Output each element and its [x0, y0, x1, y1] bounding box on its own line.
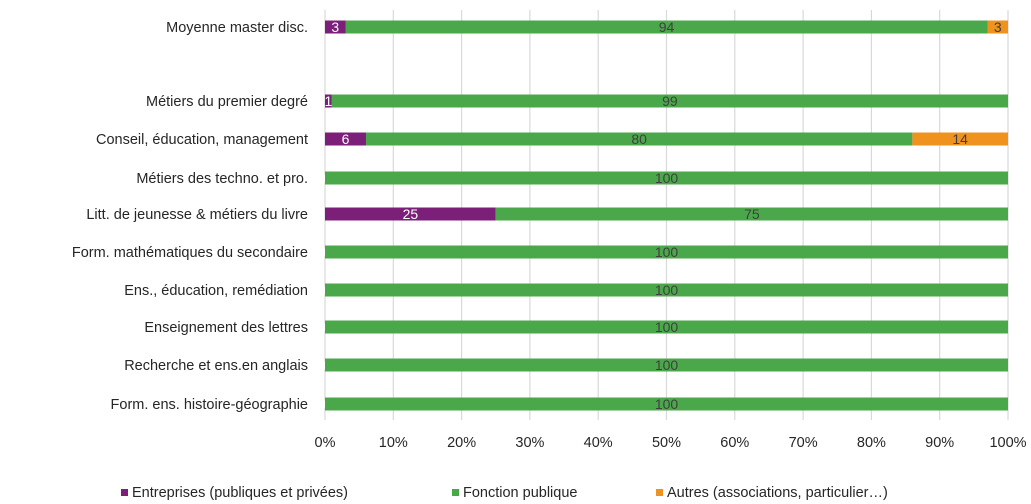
data-label: 94: [659, 19, 675, 35]
data-label: 100: [655, 170, 679, 186]
data-label: 25: [403, 206, 419, 222]
data-label: 100: [655, 357, 679, 373]
category-label: Form. ens. histoire-géographie: [111, 397, 308, 413]
data-label: 100: [655, 396, 679, 412]
x-tick-label: 50%: [652, 435, 681, 451]
data-label: 100: [655, 282, 679, 298]
data-label: 14: [952, 131, 968, 147]
legend-label: Entreprises (publiques et privées): [132, 485, 348, 501]
bar-segment: [325, 132, 366, 146]
data-label: 75: [744, 206, 760, 222]
legend: Entreprises (publiques et privées) Foncti…: [121, 485, 888, 501]
bars: 3943199680140100257501000100010001000100: [323, 19, 1009, 412]
category-label: Ens., éducation, remédiation: [124, 283, 308, 299]
x-tick-label: 90%: [925, 435, 954, 451]
x-tick-label: 40%: [584, 435, 613, 451]
legend-label: Autres (associations, particulier…): [667, 485, 888, 501]
legend-swatch: [452, 489, 459, 496]
bar-segment: [325, 283, 1008, 297]
x-tick-label: 20%: [447, 435, 476, 451]
category-labels: Moyenne master disc. Métiers du premier d…: [72, 20, 308, 413]
category-label: Métiers du premier degré: [146, 94, 308, 110]
x-tick-label: 0%: [315, 435, 336, 451]
bar-segment: [325, 320, 1008, 334]
category-label: Métiers des techno. et pro.: [136, 171, 308, 187]
data-label: 1: [325, 93, 333, 109]
data-label: 99: [662, 93, 678, 109]
data-label: 6: [342, 131, 350, 147]
bar-segment: [325, 20, 346, 34]
x-tick-label: 70%: [789, 435, 818, 451]
category-label: Litt. de jeunesse & métiers du livre: [86, 207, 308, 223]
data-label: 100: [655, 244, 679, 260]
data-label: 3: [994, 19, 1002, 35]
bar-segment: [325, 358, 1008, 372]
bar-segment: [345, 20, 988, 34]
bar-segment: [987, 20, 1008, 34]
x-tick-label: 100%: [989, 435, 1026, 451]
x-tick-label: 80%: [857, 435, 886, 451]
x-tick-label: 60%: [720, 435, 749, 451]
bar-segment: [325, 171, 1008, 185]
category-label: Conseil, éducation, management: [96, 132, 308, 148]
data-label: 3: [331, 19, 339, 35]
bar-segment: [325, 245, 1008, 259]
x-axis-tick-labels: 0% 10% 20% 30% 40% 50% 60% 70% 80% 90% 100%: [315, 435, 1027, 451]
bar-segment: [912, 132, 1008, 146]
bar-segment: [365, 132, 913, 146]
category-label: Enseignement des lettres: [144, 320, 308, 336]
bar-segment: [325, 397, 1008, 411]
legend-label: Fonction publique: [463, 485, 577, 501]
category-label: Form. mathématiques du secondaire: [72, 245, 308, 261]
data-label: 80: [631, 131, 647, 147]
bar-segment: [495, 207, 1008, 221]
bar-segment: [325, 207, 496, 221]
category-label: Moyenne master disc.: [166, 20, 308, 36]
legend-swatch: [656, 489, 663, 496]
data-label: 100: [655, 319, 679, 335]
bar-segment: [325, 94, 332, 108]
category-label: Recherche et ens.en anglais: [124, 358, 308, 374]
legend-swatch: [121, 489, 128, 496]
x-tick-label: 30%: [515, 435, 544, 451]
x-tick-label: 10%: [379, 435, 408, 451]
bar-segment: [331, 94, 1009, 108]
